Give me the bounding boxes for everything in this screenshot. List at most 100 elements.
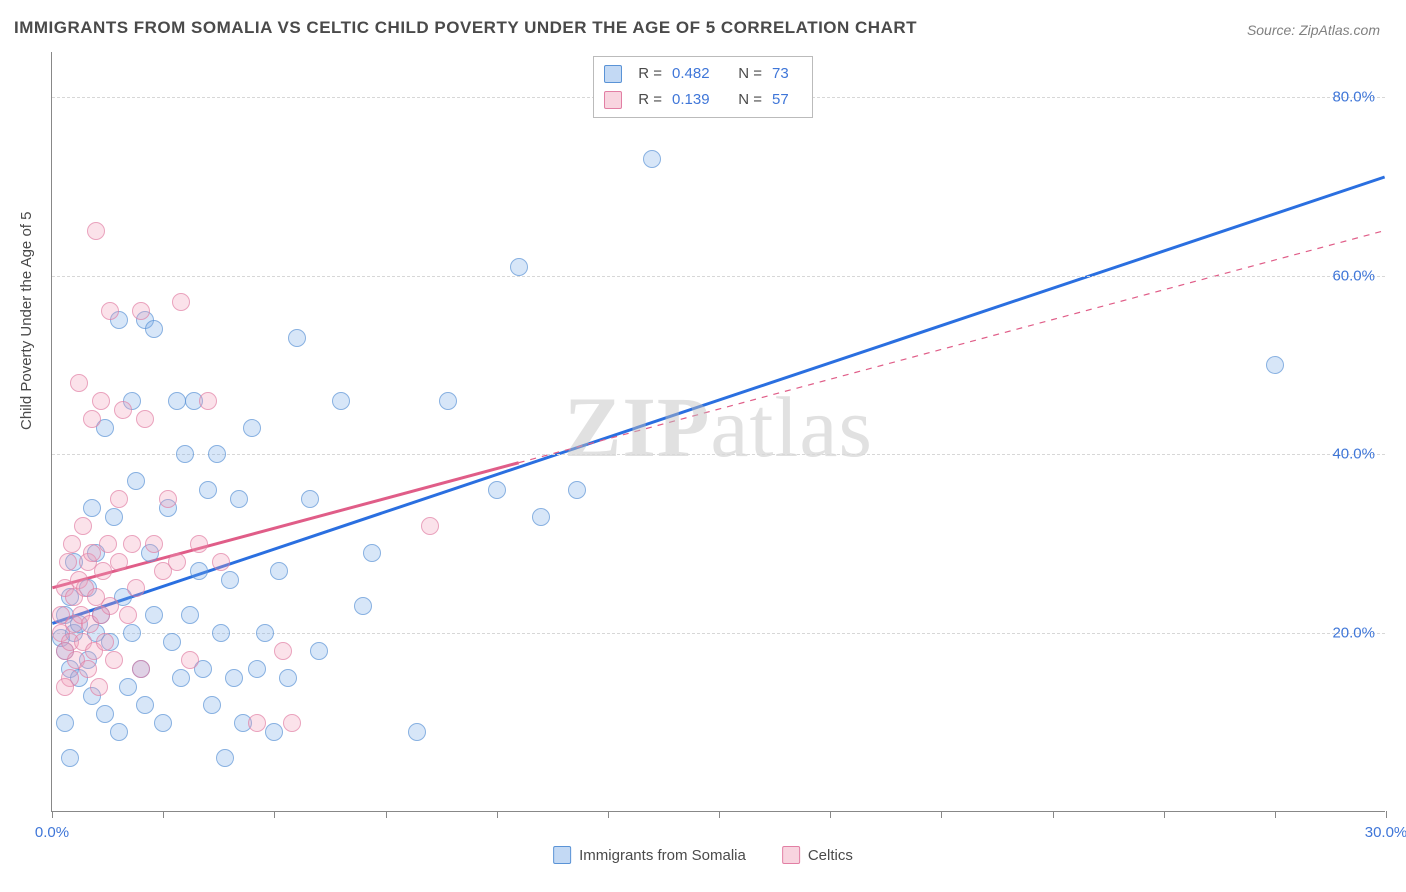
legend-r-label: R = bbox=[632, 61, 662, 87]
data-point bbox=[145, 535, 163, 553]
data-point bbox=[56, 714, 74, 732]
data-point bbox=[230, 490, 248, 508]
data-point bbox=[212, 624, 230, 642]
x-tick bbox=[1275, 811, 1276, 818]
data-point bbox=[56, 678, 74, 696]
data-point bbox=[96, 633, 114, 651]
data-point bbox=[105, 651, 123, 669]
x-tick bbox=[386, 811, 387, 818]
data-point bbox=[154, 714, 172, 732]
data-point bbox=[101, 597, 119, 615]
legend-swatch-series-2 bbox=[782, 846, 800, 864]
data-point bbox=[283, 714, 301, 732]
legend-r-value-1: 0.482 bbox=[672, 61, 722, 87]
legend-n-value-1: 73 bbox=[772, 61, 802, 87]
data-point bbox=[99, 535, 117, 553]
data-point bbox=[256, 624, 274, 642]
data-point bbox=[92, 392, 110, 410]
data-point bbox=[127, 472, 145, 490]
data-point bbox=[61, 749, 79, 767]
gridline-h bbox=[52, 454, 1385, 455]
data-point bbox=[132, 660, 150, 678]
data-point bbox=[532, 508, 550, 526]
y-tick-label: 60.0% bbox=[1332, 267, 1375, 284]
data-point bbox=[132, 302, 150, 320]
data-point bbox=[190, 535, 208, 553]
data-point bbox=[96, 705, 114, 723]
legend-item-1: Immigrants from Somalia bbox=[553, 846, 746, 864]
data-point bbox=[70, 374, 88, 392]
data-point bbox=[439, 392, 457, 410]
x-tick bbox=[830, 811, 831, 818]
data-point bbox=[159, 490, 177, 508]
data-point bbox=[114, 401, 132, 419]
legend-r-label: R = bbox=[632, 87, 662, 113]
x-tick bbox=[1386, 811, 1387, 818]
legend-item-2: Celtics bbox=[782, 846, 853, 864]
data-point bbox=[568, 481, 586, 499]
data-point bbox=[145, 320, 163, 338]
data-point bbox=[643, 150, 661, 168]
data-point bbox=[168, 392, 186, 410]
data-point bbox=[163, 633, 181, 651]
legend-n-label: N = bbox=[732, 87, 762, 113]
data-point bbox=[408, 723, 426, 741]
data-point bbox=[181, 651, 199, 669]
y-axis-label: Child Poverty Under the Age of 5 bbox=[18, 212, 35, 430]
source-label: Source: ZipAtlas.com bbox=[1247, 22, 1380, 38]
x-tick bbox=[497, 811, 498, 818]
data-point bbox=[216, 749, 234, 767]
data-point bbox=[199, 481, 217, 499]
legend-stats: R = 0.482 N = 73 R = 0.139 N = 57 bbox=[593, 56, 813, 118]
data-point bbox=[127, 579, 145, 597]
x-tick bbox=[1053, 811, 1054, 818]
data-point bbox=[145, 606, 163, 624]
data-point bbox=[510, 258, 528, 276]
x-tick bbox=[941, 811, 942, 818]
data-point bbox=[123, 535, 141, 553]
plot-area: ZIPatlas 20.0%40.0%60.0%80.0%0.0%30.0% bbox=[51, 52, 1385, 812]
data-point bbox=[1266, 356, 1284, 374]
x-tick bbox=[1164, 811, 1165, 818]
data-point bbox=[110, 553, 128, 571]
data-point bbox=[59, 553, 77, 571]
data-point bbox=[63, 535, 81, 553]
data-point bbox=[243, 419, 261, 437]
x-tick bbox=[52, 811, 53, 818]
legend-stats-row-1: R = 0.482 N = 73 bbox=[604, 61, 802, 87]
data-point bbox=[74, 517, 92, 535]
data-point bbox=[199, 392, 217, 410]
data-point bbox=[83, 499, 101, 517]
data-point bbox=[87, 222, 105, 240]
data-point bbox=[270, 562, 288, 580]
data-point bbox=[110, 723, 128, 741]
data-point bbox=[90, 678, 108, 696]
gridline-h bbox=[52, 633, 1385, 634]
y-tick-label: 40.0% bbox=[1332, 446, 1375, 463]
data-point bbox=[212, 553, 230, 571]
legend-swatch-1 bbox=[604, 65, 622, 83]
data-point bbox=[136, 696, 154, 714]
x-tick bbox=[719, 811, 720, 818]
data-point bbox=[203, 696, 221, 714]
y-tick-label: 80.0% bbox=[1332, 88, 1375, 105]
legend-n-label: N = bbox=[732, 61, 762, 87]
x-tick bbox=[274, 811, 275, 818]
data-point bbox=[488, 481, 506, 499]
data-point bbox=[279, 669, 297, 687]
data-point bbox=[168, 553, 186, 571]
data-point bbox=[225, 669, 243, 687]
data-point bbox=[301, 490, 319, 508]
data-point bbox=[119, 678, 137, 696]
data-point bbox=[190, 562, 208, 580]
trend-line bbox=[519, 231, 1385, 463]
chart-title: IMMIGRANTS FROM SOMALIA VS CELTIC CHILD … bbox=[14, 18, 917, 38]
data-point bbox=[136, 410, 154, 428]
data-point bbox=[248, 660, 266, 678]
data-point bbox=[265, 723, 283, 741]
legend-label-1: Immigrants from Somalia bbox=[579, 847, 746, 864]
data-point bbox=[105, 508, 123, 526]
legend-label-2: Celtics bbox=[808, 847, 853, 864]
data-point bbox=[363, 544, 381, 562]
x-tick bbox=[608, 811, 609, 818]
